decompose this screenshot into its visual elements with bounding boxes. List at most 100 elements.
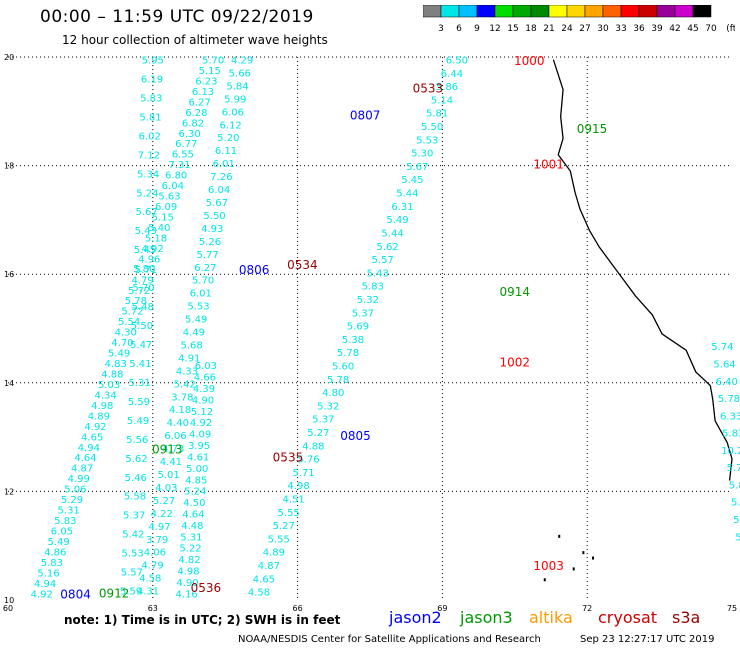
colorbar-label: 24	[561, 24, 573, 34]
wave-height-label: 5.72	[128, 286, 150, 297]
wave-height-label: 5.31	[128, 378, 150, 389]
wave-height-label: 4.16	[175, 589, 197, 600]
wave-height-label: 5.78	[718, 394, 740, 405]
wave-height-label: 6.02	[139, 131, 161, 142]
x-tick-label: 75	[727, 604, 737, 613]
wave-height-label: 5.31	[58, 506, 80, 517]
wave-height-label: 3.95	[188, 441, 210, 452]
island	[592, 556, 595, 560]
wave-height-label: 4.39	[193, 384, 215, 395]
wave-height-label: 4.99	[68, 474, 90, 485]
wave-height-label: 5.77	[197, 250, 219, 261]
wave-height-label: 5.00	[186, 464, 208, 475]
wave-height-label: 4.58	[248, 588, 270, 599]
wave-height-label: 6.04	[208, 185, 230, 196]
wave-height-label: 5.70	[192, 276, 214, 287]
wave-height-label: 6.04	[162, 181, 184, 192]
wave-height-label: 4.93	[201, 224, 223, 235]
wave-height-label: 5.57	[121, 568, 143, 579]
wave-height-label: 5.76	[727, 463, 740, 474]
wave-height-label: 5.83	[140, 93, 162, 104]
wave-height-label: 6.77	[175, 139, 197, 150]
wave-height-label: 5.18	[145, 233, 167, 244]
wave-height-label: 5.32	[357, 295, 379, 306]
wave-height-label: 4.90	[192, 395, 214, 406]
mission-jason3: jason3	[460, 608, 513, 627]
y-tick-label: 12	[4, 487, 14, 496]
wave-height-label: 5.55	[278, 508, 300, 519]
wave-height-label: 5.46	[125, 473, 147, 484]
colorbar-label: (ft)	[726, 24, 735, 34]
wave-height-label: 5.15	[199, 66, 221, 77]
colorbar-label: 6	[456, 24, 462, 34]
wave-height-label: 5.57	[372, 255, 394, 266]
wave-height-label: 6.11	[215, 146, 237, 157]
wave-height-label: 7.26	[210, 172, 232, 183]
wave-height-label: 5.78	[337, 348, 359, 359]
wave-height-label: 5.29	[61, 495, 83, 506]
wave-height-label: 6.01	[190, 289, 212, 300]
wave-height-label: 5.45	[134, 245, 156, 256]
y-tick-label: 16	[4, 270, 14, 279]
pass-time-label: 0535	[273, 451, 304, 465]
wave-height-label: 5.27	[153, 496, 175, 507]
wave-height-label: 5.32	[317, 401, 339, 412]
wave-height-label: 5.42	[174, 379, 196, 390]
pass-time-label: 1001	[533, 157, 564, 171]
wave-height-label: 6.12	[219, 120, 241, 131]
wave-height-label: 5.74	[711, 342, 733, 353]
wave-height-label: 5.59	[120, 587, 142, 598]
wave-height-label: 4.40	[167, 418, 189, 429]
wave-height-label: 4.91	[178, 353, 200, 364]
island	[572, 567, 575, 571]
wave-height-label: 6.44	[441, 69, 463, 80]
colorbar-label: 42	[669, 24, 680, 34]
coastline	[552, 59, 733, 481]
wave-height-label: 4.98	[177, 566, 199, 577]
wave-height-label: 4.58	[139, 574, 161, 585]
wave-height-label: 6.19	[141, 74, 163, 85]
wave-height-label: 4.06	[144, 548, 166, 559]
wave-height-label: 5.72	[121, 307, 143, 318]
wave-height-label: 5.80	[729, 480, 740, 491]
pass-time-label: 0534	[287, 258, 318, 272]
wave-height-label: 6.50	[446, 56, 468, 67]
colorbar-label: 21	[543, 24, 554, 34]
wave-height-label: 5.55	[268, 534, 290, 545]
wave-height-label: 4.98	[91, 401, 113, 412]
wave-height-label: 6.40	[716, 377, 738, 388]
colorbar-label: 30	[597, 24, 609, 34]
island	[582, 551, 585, 555]
wave-height-label: 6.33	[720, 411, 740, 422]
wave-height-label: 4.79	[131, 275, 153, 286]
wave-height-label: 5.81	[139, 112, 161, 123]
wave-height-label: 5.49	[47, 537, 69, 548]
wave-height-label: 4.86	[44, 547, 66, 558]
wave-height-label: 4.29	[231, 56, 253, 67]
wave-height-label: 5.45	[401, 175, 423, 186]
wave-height-label: 4.89	[88, 411, 110, 422]
wave-height-label: 5.26	[199, 237, 221, 248]
wave-height-label: 5.83	[731, 498, 740, 509]
wave-height-label: 4.48	[181, 521, 203, 532]
wave-height-label: 5.44	[381, 228, 403, 239]
wave-height-label: 5.54	[118, 317, 140, 328]
wave-height-label: 4.96	[138, 254, 160, 265]
wave-height-label: 5.43	[367, 268, 389, 279]
wave-height-label: 5.43	[135, 226, 157, 237]
wave-height-label: 5.48	[132, 302, 154, 313]
wave-height-label: 5.12	[191, 407, 213, 418]
wave-height-label: 6.01	[213, 159, 235, 170]
wave-height-label: 5.83	[722, 429, 740, 440]
wave-height-label: 4.33	[176, 366, 198, 377]
island	[558, 534, 561, 538]
wave-height-label: 5.40	[148, 223, 170, 234]
wave-height-label: 5.47	[130, 340, 152, 351]
colorbar-swatch	[692, 5, 712, 18]
colorbar-label: 27	[579, 24, 590, 34]
wave-height-label: 5.78	[327, 375, 349, 386]
wave-height-label: 5.59	[128, 397, 150, 408]
wave-height-label: 5.86	[436, 82, 458, 93]
colorbar-label: 39	[651, 24, 663, 34]
